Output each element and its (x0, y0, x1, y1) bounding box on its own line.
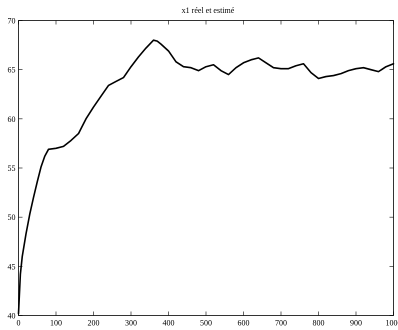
x-tick-label: 800 (313, 319, 325, 328)
x-axis-tick-labels: 0 100 200 300 400 500 600 700 800 900 1000 (17, 319, 398, 328)
x-tick-label: 400 (163, 319, 175, 328)
y-tick-label: 50 (8, 213, 16, 222)
x-tick-label: 0 (17, 319, 21, 328)
y-tick-label: 55 (8, 164, 16, 173)
x-tick-label: 600 (238, 319, 250, 328)
plot-area (18, 20, 394, 316)
x-tick-label: 200 (88, 319, 100, 328)
x-tick-label: 700 (275, 319, 287, 328)
chart-title: x1 réel et estimé (182, 6, 235, 15)
axis-ticks (18, 20, 394, 316)
series-line (17, 39, 395, 315)
y-axis-tick-labels: 40 45 50 55 60 65 70 (8, 17, 16, 321)
x-tick-label: 100 (50, 319, 62, 328)
y-tick-label: 45 (8, 262, 16, 271)
x-tick-label: 1000 (386, 319, 398, 328)
y-tick-label: 40 (8, 312, 16, 321)
x-tick-label: 900 (350, 319, 362, 328)
y-tick-label: 60 (8, 115, 16, 124)
x-tick-label: 500 (200, 319, 212, 328)
y-tick-label: 70 (8, 17, 16, 26)
y-tick-label: 65 (8, 66, 16, 75)
x-tick-label: 300 (125, 319, 137, 328)
